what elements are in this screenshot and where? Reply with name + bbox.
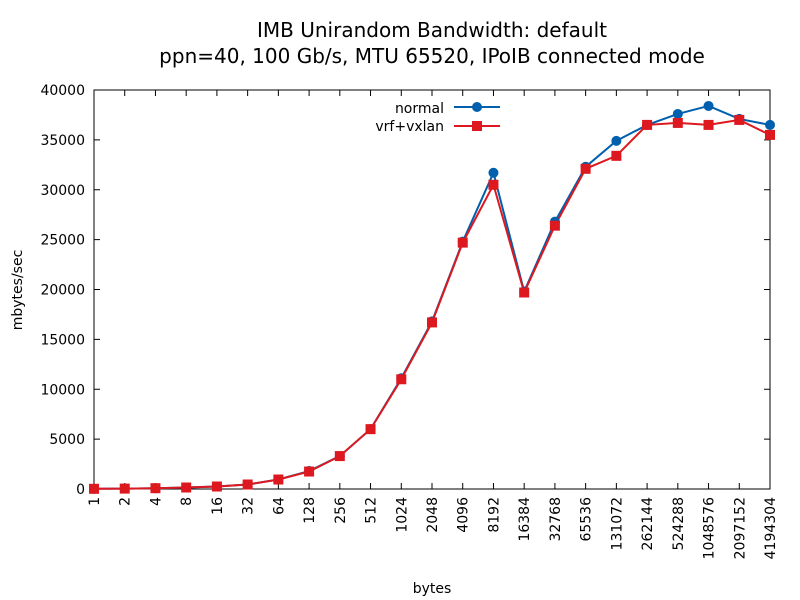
x-tick-label: 65536: [579, 497, 595, 542]
data-point-1: [89, 483, 99, 494]
y-tick-label: 20000: [40, 283, 85, 299]
data-point-1: [427, 317, 437, 328]
legend-marker-normal: [472, 102, 482, 112]
x-tick-label: 8192: [486, 497, 502, 533]
data-point-1: [181, 482, 192, 493]
data-point-1: [765, 129, 775, 140]
x-tick-label: 32: [241, 497, 257, 515]
data-point-0: [703, 100, 714, 111]
series-group: [89, 100, 775, 494]
data-point-1: [703, 119, 714, 130]
data-point-1: [396, 374, 407, 385]
y-tick-label: 15000: [40, 332, 85, 348]
data-point-1: [365, 424, 376, 435]
x-tick-label: 1024: [394, 497, 410, 533]
series-line-1: [93, 118, 771, 490]
y-tick-label: 5000: [49, 432, 85, 448]
x-axis-label: bytes: [413, 581, 452, 597]
legend-marker-vrf-vxlan: [472, 121, 482, 131]
y-tick-label: 25000: [40, 233, 85, 249]
x-tick-label: 4096: [456, 497, 472, 533]
x-tick-label: 64: [271, 497, 287, 515]
x-tick-label: 128: [302, 497, 318, 524]
x-tick-label: 4194304: [763, 497, 779, 559]
y-tick-label: 10000: [40, 382, 85, 398]
data-point-1: [119, 483, 130, 494]
data-point-1: [211, 481, 222, 492]
data-point-0: [488, 167, 499, 178]
x-tick-label: 131072: [609, 497, 625, 550]
x-tick-label: 16384: [517, 497, 533, 542]
legend-label-vrf-vxlan: vrf+vxlan: [375, 119, 444, 135]
x-tick-label: 256: [333, 497, 349, 524]
x-tick-label: 1: [87, 497, 103, 506]
data-point-1: [334, 451, 345, 462]
data-point-1: [273, 474, 284, 485]
data-point-1: [611, 150, 622, 161]
data-point-1: [519, 287, 530, 298]
x-tick-label: 8: [179, 497, 195, 506]
y-axis-label: mbytes/sec: [10, 250, 26, 331]
data-point-1: [734, 114, 745, 125]
chart-title: IMB Unirandom Bandwidth: default: [257, 18, 607, 42]
x-tick-label: 16: [210, 497, 226, 515]
legend-label-normal: normal: [395, 101, 444, 117]
data-point-1: [580, 163, 591, 174]
data-point-1: [304, 466, 315, 477]
x-tick-label: 2048: [425, 497, 441, 533]
data-point-1: [672, 117, 683, 128]
data-point-1: [242, 479, 253, 490]
data-point-0: [765, 119, 775, 130]
data-point-1: [642, 119, 653, 130]
y-tick-label: 35000: [40, 133, 85, 149]
x-tick-label: 262144: [640, 497, 656, 551]
data-point-1: [549, 220, 560, 231]
x-tick-label: 32768: [548, 497, 564, 542]
y-tick-label: 30000: [40, 183, 85, 199]
data-point-1: [488, 179, 499, 190]
chart-subtitle: ppn=40, 100 Gb/s, MTU 65520, IPoIB conne…: [159, 44, 705, 68]
y-tick-label: 40000: [40, 83, 85, 99]
data-point-1: [457, 237, 468, 248]
y-axis-ticks: 0 5000 10000 15000 20000 25000 30000 35000 40000: [40, 83, 770, 498]
x-tick-label: 524288: [671, 497, 687, 550]
data-point-1: [150, 483, 161, 494]
data-point-0: [611, 135, 622, 146]
series-line-0: [93, 104, 771, 490]
y-tick-label: 0: [76, 482, 85, 498]
data-point-0: [672, 108, 683, 119]
x-tick-label: 512: [364, 497, 380, 524]
legend: normal vrf+vxlan: [375, 101, 500, 135]
x-tick-label: 4: [148, 497, 164, 506]
plot-frame: [93, 89, 771, 490]
x-tick-label: 2: [118, 497, 134, 506]
x-tick-label: 1048576: [702, 497, 718, 559]
x-tick-label: 2097152: [732, 497, 748, 559]
x-axis-ticks: 1 2 4 8 16 32 64 128 256 512 1024 2048 4096 8192 16384…: [87, 90, 779, 559]
